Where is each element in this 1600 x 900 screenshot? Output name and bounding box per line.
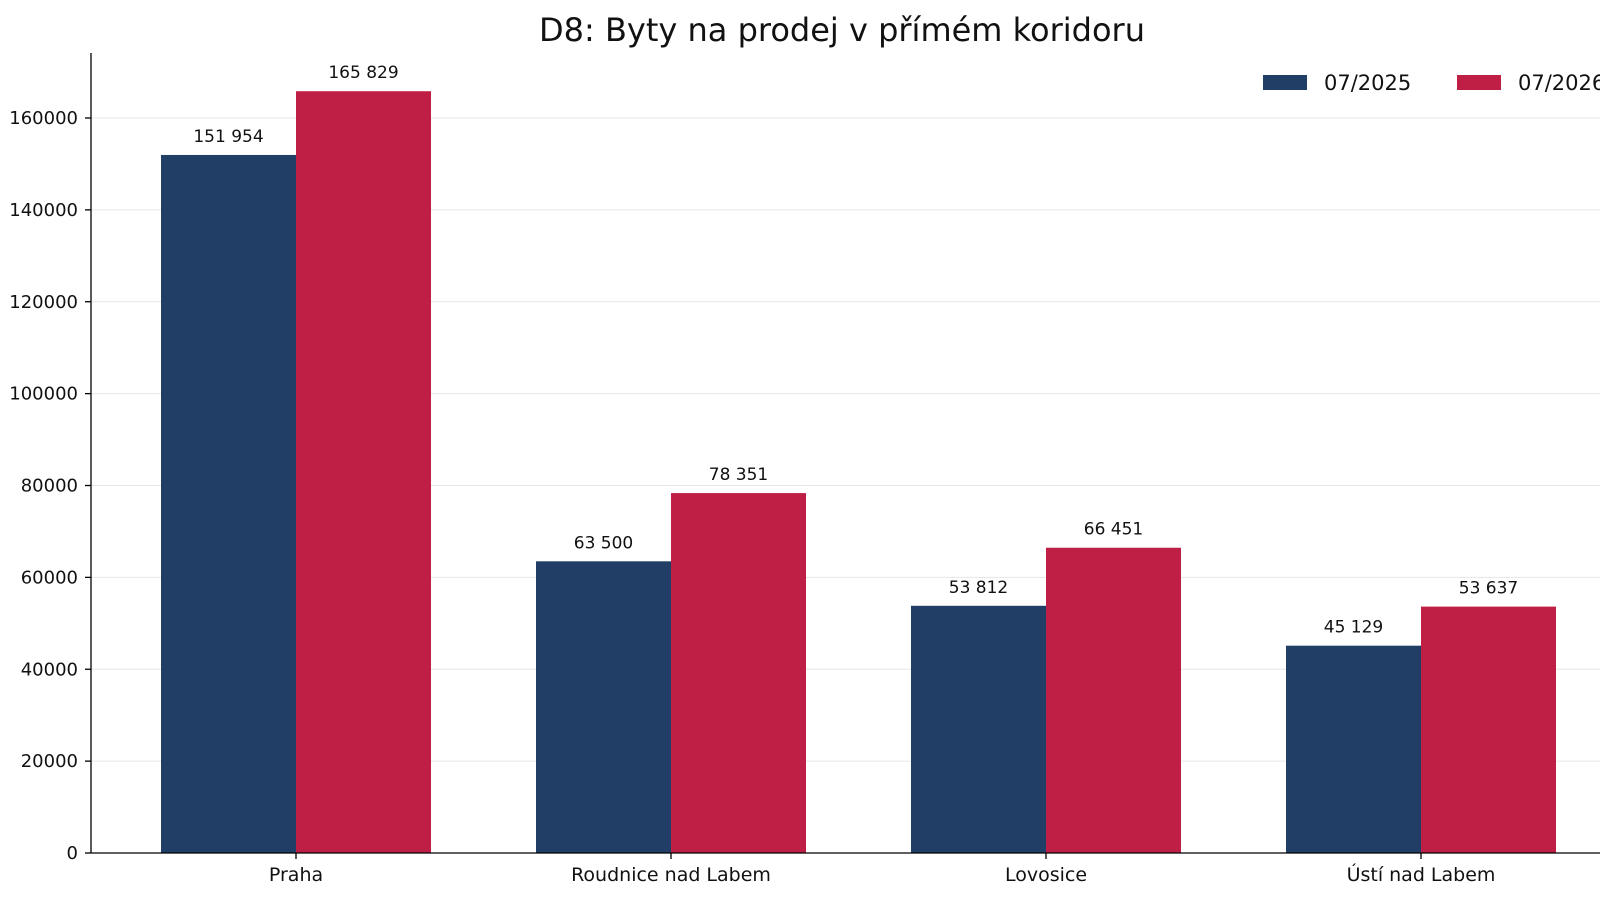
x-tick-label: Roudnice nad Labem <box>571 864 771 886</box>
y-tick-label: 0 <box>67 843 78 864</box>
data-label: 66 451 <box>1084 520 1143 540</box>
chart-title: D8: Byty na prodej v přímém koridoru <box>539 11 1145 49</box>
data-label: 78 351 <box>709 465 768 485</box>
data-label: 151 954 <box>193 127 263 147</box>
y-tick-label: 140000 <box>9 200 78 221</box>
legend: 07/2025 07/2026 <box>1263 71 1600 95</box>
data-labels: 151 954 165 829 63 500 78 351 53 812 66 451 45… <box>193 63 1518 637</box>
y-tick-label: 60000 <box>21 567 78 588</box>
bar-07-2026-1 <box>671 493 806 853</box>
legend-label-2026: 07/2026 <box>1518 71 1600 95</box>
data-label: 45 129 <box>1324 618 1383 638</box>
legend-swatch-2026 <box>1457 75 1501 90</box>
x-axis-ticks: Praha Roudnice nad Labem Lovosice Ústí nad … <box>269 853 1496 886</box>
y-tick-label: 20000 <box>21 751 78 772</box>
data-label: 53 812 <box>949 578 1008 598</box>
bar-07-2026-2 <box>1046 547 1181 853</box>
y-tick-label: 80000 <box>21 476 78 497</box>
legend-label-2025: 07/2025 <box>1324 71 1411 95</box>
bar-07-2025-0 <box>161 154 296 854</box>
bars <box>161 91 1556 854</box>
bar-07-2025-3 <box>1286 645 1421 853</box>
x-tick-label: Ústí nad Labem <box>1347 862 1496 886</box>
legend-swatch-2025 <box>1263 75 1307 90</box>
data-label: 53 637 <box>1459 579 1518 599</box>
x-tick-label: Lovosice <box>1005 864 1087 886</box>
data-label: 165 829 <box>328 63 398 83</box>
y-axis-ticks: 0 20000 40000 60000 80000 100000 120000 140000 1… <box>9 108 91 864</box>
bar-07-2026-3 <box>1421 606 1556 853</box>
x-tick-label: Praha <box>269 864 323 886</box>
bar-07-2025-2 <box>911 605 1046 853</box>
y-tick-label: 40000 <box>21 659 78 680</box>
bar-07-2025-1 <box>536 561 671 853</box>
y-tick-label: 100000 <box>9 384 78 405</box>
y-tick-label: 160000 <box>9 108 78 129</box>
data-label: 63 500 <box>574 533 633 553</box>
bar-07-2026-0 <box>296 91 431 854</box>
y-tick-label: 120000 <box>9 292 78 313</box>
